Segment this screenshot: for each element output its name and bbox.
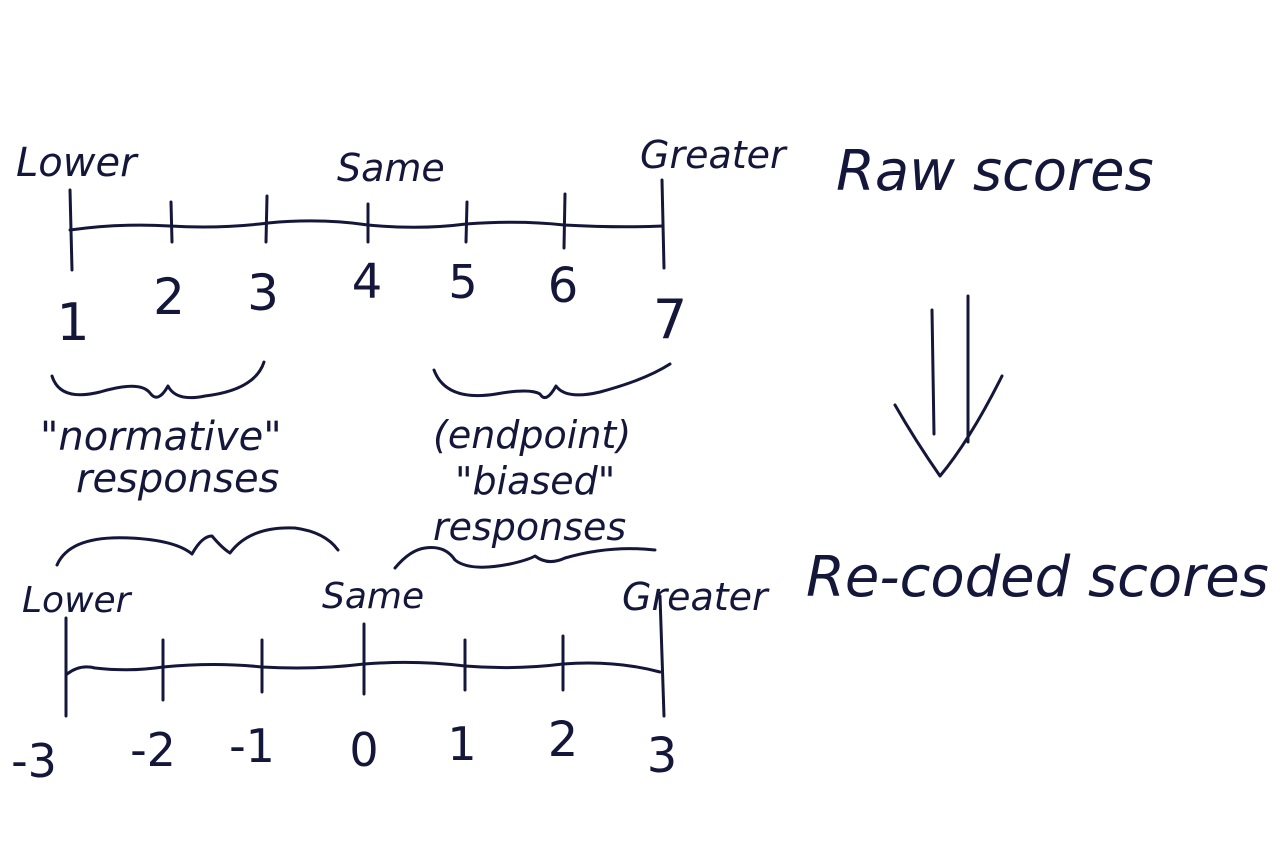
recoded-scale: Lower Same Greater -3 -2 -1 0 1 2 3 bbox=[11, 575, 770, 788]
recoded-axis-line bbox=[65, 660, 662, 676]
normative-recoded-brace bbox=[55, 526, 340, 567]
raw-low-label: Lower bbox=[16, 140, 139, 186]
recoded-right-end bbox=[658, 594, 666, 718]
endpoint-label: (endpoint) bbox=[433, 413, 631, 457]
recoded-high-label: Greater bbox=[622, 575, 770, 619]
raw-tick-label-1: 1 bbox=[56, 293, 89, 353]
recoded-tick-label-1: 1 bbox=[447, 717, 476, 771]
raw-tick-label-4: 4 bbox=[352, 254, 383, 310]
raw-tick-2 bbox=[169, 200, 174, 244]
raw-scale: Lower Same Greater 1 2 3 4 5 6 7 bbox=[16, 133, 788, 353]
endpoint-annotation: (endpoint) "biased" responses bbox=[433, 413, 631, 549]
raw-tick-label-7: 7 bbox=[653, 288, 687, 351]
raw-right-end bbox=[660, 178, 666, 270]
normative-brace bbox=[50, 360, 266, 400]
recoded-tick-label-neg3: -3 bbox=[11, 734, 57, 788]
recoded-low-label: Lower bbox=[22, 580, 133, 621]
raw-tick-label-2: 2 bbox=[153, 268, 185, 326]
recoded-scores-title: Re-coded scores bbox=[806, 545, 1269, 610]
down-arrow-icon bbox=[893, 294, 1004, 478]
recoded-mid-label: Same bbox=[322, 576, 424, 617]
raw-tick-label-5: 5 bbox=[448, 255, 477, 309]
normative-annotation: "normative" responses bbox=[40, 414, 282, 502]
raw-mid-label: Same bbox=[337, 146, 445, 190]
recoded-tick-label-2: 2 bbox=[548, 712, 579, 768]
recoded-tick-label-3: 3 bbox=[647, 728, 678, 784]
biased-label: "biased" bbox=[455, 459, 615, 503]
raw-tick-6 bbox=[562, 192, 567, 250]
raw-scores-title: Raw scores bbox=[836, 139, 1154, 204]
raw-high-label: Greater bbox=[640, 133, 788, 177]
endpoint-brace bbox=[432, 362, 672, 400]
normative-responses-label: responses bbox=[76, 456, 279, 502]
biased-recoded-brace bbox=[393, 546, 657, 570]
normative-label: "normative" bbox=[40, 414, 282, 460]
raw-tick-label-3: 3 bbox=[247, 264, 279, 322]
recoded-tick-label-neg1: -1 bbox=[229, 719, 275, 773]
raw-tick-label-6: 6 bbox=[548, 258, 579, 314]
raw-tick-5 bbox=[464, 200, 469, 244]
recoded-tick-label-neg2: -2 bbox=[130, 723, 176, 777]
recoded-tick-label-0: 0 bbox=[349, 723, 378, 777]
biased-responses-label: responses bbox=[433, 505, 626, 549]
raw-tick-3 bbox=[264, 194, 269, 244]
raw-left-end bbox=[68, 188, 74, 272]
